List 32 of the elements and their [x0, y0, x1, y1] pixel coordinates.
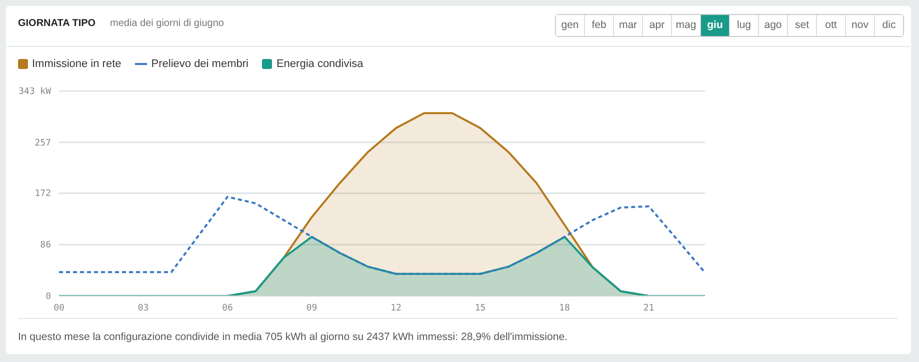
text: feb: [584, 15, 613, 36]
x-tick-label: 12: [390, 303, 402, 314]
text: apr: [642, 15, 671, 36]
y-tick-label: 343 kW: [18, 87, 52, 97]
y-tick-label: 86: [40, 240, 51, 251]
x-tick-label: 18: [559, 303, 570, 314]
x-tick-label: 06: [222, 303, 233, 314]
x-tick-label: 09: [306, 303, 318, 314]
legend-label: Energia condivisa: [276, 58, 364, 70]
text: nov: [845, 15, 874, 36]
x-tick-label: 21: [643, 303, 654, 314]
text: lug: [729, 15, 758, 36]
text: gen: [556, 15, 584, 36]
x-tick-label: 00: [54, 303, 64, 314]
x-tick-label: 03: [138, 303, 149, 314]
x-tick-label: 15: [474, 303, 486, 314]
text: ago: [758, 15, 787, 36]
chart-title: GIORNATA TIPO: [18, 18, 96, 29]
legend-label: Immissione in rete: [32, 58, 122, 70]
text: mar: [613, 15, 642, 36]
text: giu: [700, 15, 729, 36]
text: set: [787, 15, 816, 36]
chart-subtitle: media dei giorni di giugno: [110, 18, 224, 29]
y-tick-label: 172: [34, 189, 51, 200]
text: mag: [671, 15, 700, 36]
y-tick-label: 257: [34, 138, 51, 148]
line-series: [59, 196, 705, 275]
y-tick-label: 0: [46, 292, 51, 302]
text: dic: [874, 15, 903, 36]
text: In questo mese la configurazione condivide in media 705 kWh al giorno su 2437 kWh immessi: 28,9% dell'immissione.: [18, 331, 568, 343]
legend-label: Prelievo dei membri: [151, 58, 248, 70]
text: ott: [816, 15, 845, 36]
